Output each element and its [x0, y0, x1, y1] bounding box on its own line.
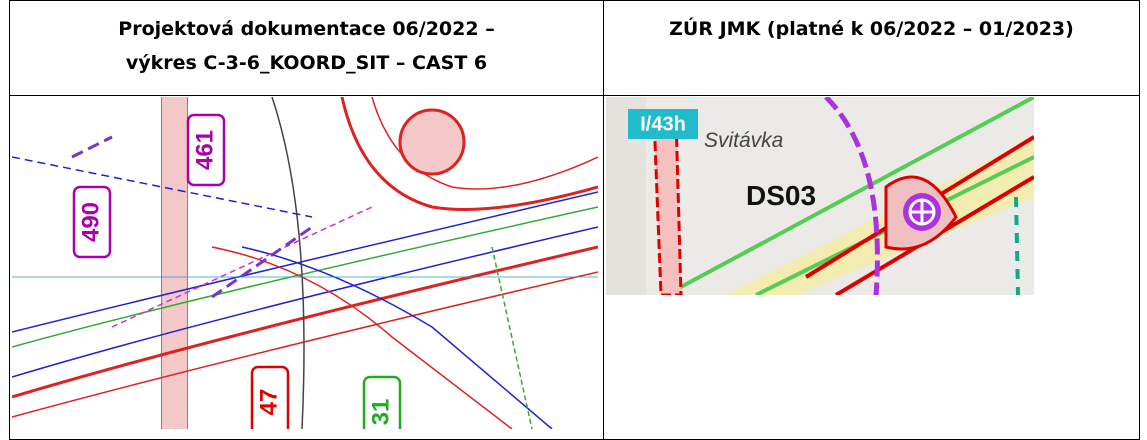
left-map: 461 490 47 31: [12, 97, 598, 429]
right-map: I/43h Svitávka DS03: [606, 97, 1034, 295]
map-label: 47: [255, 389, 282, 416]
header-right: ZÚR JMK (platné k 06/2022 – 01/2023): [604, 12, 1139, 46]
map-label: I/43h: [640, 113, 686, 135]
header-line: Projektová dokumentace 06/2022 –: [10, 12, 603, 46]
map-label: Svitávka: [704, 129, 783, 152]
column-divider: [603, 0, 604, 440]
header-line: výkres C-3-6_KOORD_SIT – CAST 6: [10, 46, 603, 80]
header-left: Projektová dokumentace 06/2022 – výkres …: [10, 12, 603, 80]
map-label: 461: [191, 130, 218, 170]
row-divider: [9, 95, 1140, 96]
page: Projektová dokumentace 06/2022 – výkres …: [0, 0, 1147, 429]
map-label: DS03: [746, 180, 816, 211]
map-label: 490: [77, 202, 104, 242]
map-label: 31: [367, 399, 394, 426]
